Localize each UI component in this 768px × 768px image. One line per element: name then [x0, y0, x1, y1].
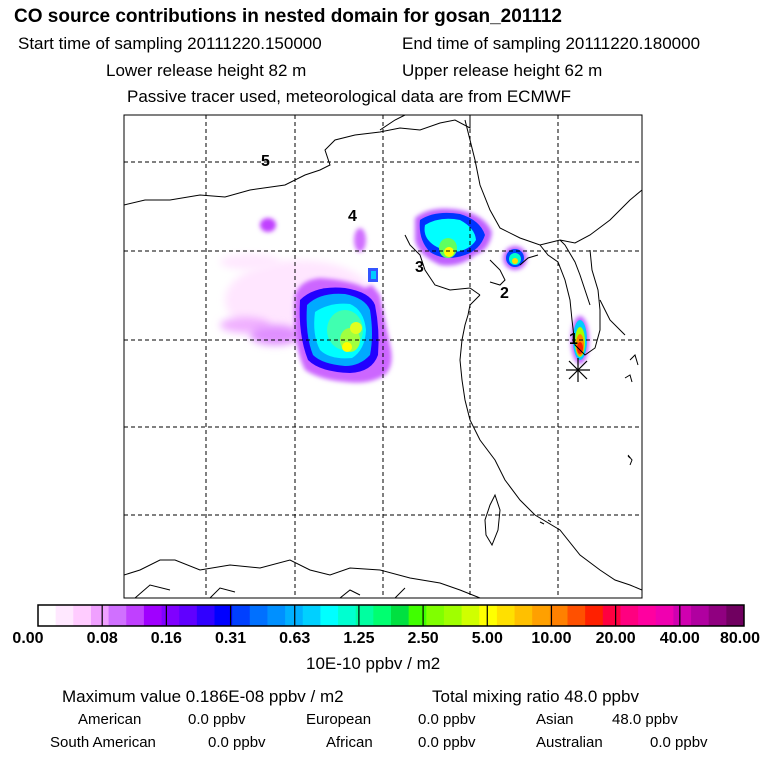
- european-label: European: [306, 711, 372, 728]
- total-mixing-label: Total mixing ratio 48.0 ppbv: [432, 687, 639, 706]
- start-time-label: Start time of sampling 20111220.150000: [18, 34, 322, 53]
- american-value: 0.0 ppbv: [188, 711, 246, 728]
- map-panel: 1 2 3 4 5: [123, 114, 643, 599]
- asian-label: Asian: [536, 711, 574, 728]
- european-value: 0.0 ppbv: [418, 711, 476, 728]
- south-american-label: South American: [50, 734, 156, 751]
- marker-label-4: 4: [348, 208, 357, 225]
- colorbar-tick-label: 0.08: [86, 630, 118, 647]
- colorbar-tick-label: 0.16: [150, 630, 182, 647]
- colorbar-tick-label: 10.00: [531, 630, 572, 647]
- colorbar-tick-label: 20.00: [595, 630, 636, 647]
- marker-label-2: 2: [500, 285, 509, 302]
- map-title: CO source contributions in nested domain…: [14, 6, 562, 27]
- concentration-plume: [220, 208, 589, 383]
- colorbar-tick-label: 80.00: [719, 630, 761, 647]
- colorbar-tick-label: 2.50: [407, 630, 439, 647]
- colorbar-tick-label: 1.25: [343, 630, 375, 647]
- australian-value: 0.0 ppbv: [650, 734, 708, 751]
- colorbar-tick-label: 40.00: [659, 630, 700, 647]
- african-value: 0.0 ppbv: [418, 734, 476, 751]
- colorbar-unit-label: 10E-10 ppbv / m2: [306, 654, 441, 673]
- colorbar-tick-label: 0.63: [279, 630, 311, 647]
- african-label: African: [326, 734, 373, 751]
- colorbar-tick-label: 0.31: [214, 630, 247, 647]
- australian-label: Australian: [536, 734, 603, 751]
- asterisk-icon: [566, 358, 590, 382]
- colorbar-tick-label: 0.00: [12, 630, 44, 647]
- colorbar-tick-label: 5.00: [471, 630, 503, 647]
- tracer-label: Passive tracer used, meteorological data…: [127, 87, 572, 106]
- coastlines: [124, 115, 642, 598]
- max-value-label: Maximum value 0.186E-08 ppbv / m2: [62, 687, 344, 706]
- lower-release-label: Lower release height 82 m: [106, 61, 307, 80]
- marker-label-3: 3: [415, 259, 424, 276]
- marker-label-1: 1: [569, 331, 578, 348]
- map-frame: [123, 114, 643, 599]
- end-time-label: End time of sampling 20111220.180000: [402, 34, 701, 53]
- marker-label-5: 5: [261, 153, 270, 170]
- south-american-value: 0.0 ppbv: [208, 734, 266, 751]
- lat-lon-grid: [124, 115, 642, 598]
- american-label: American: [78, 711, 142, 728]
- upper-release-label: Upper release height 62 m: [402, 61, 603, 80]
- asian-value: 48.0 ppbv: [612, 711, 678, 728]
